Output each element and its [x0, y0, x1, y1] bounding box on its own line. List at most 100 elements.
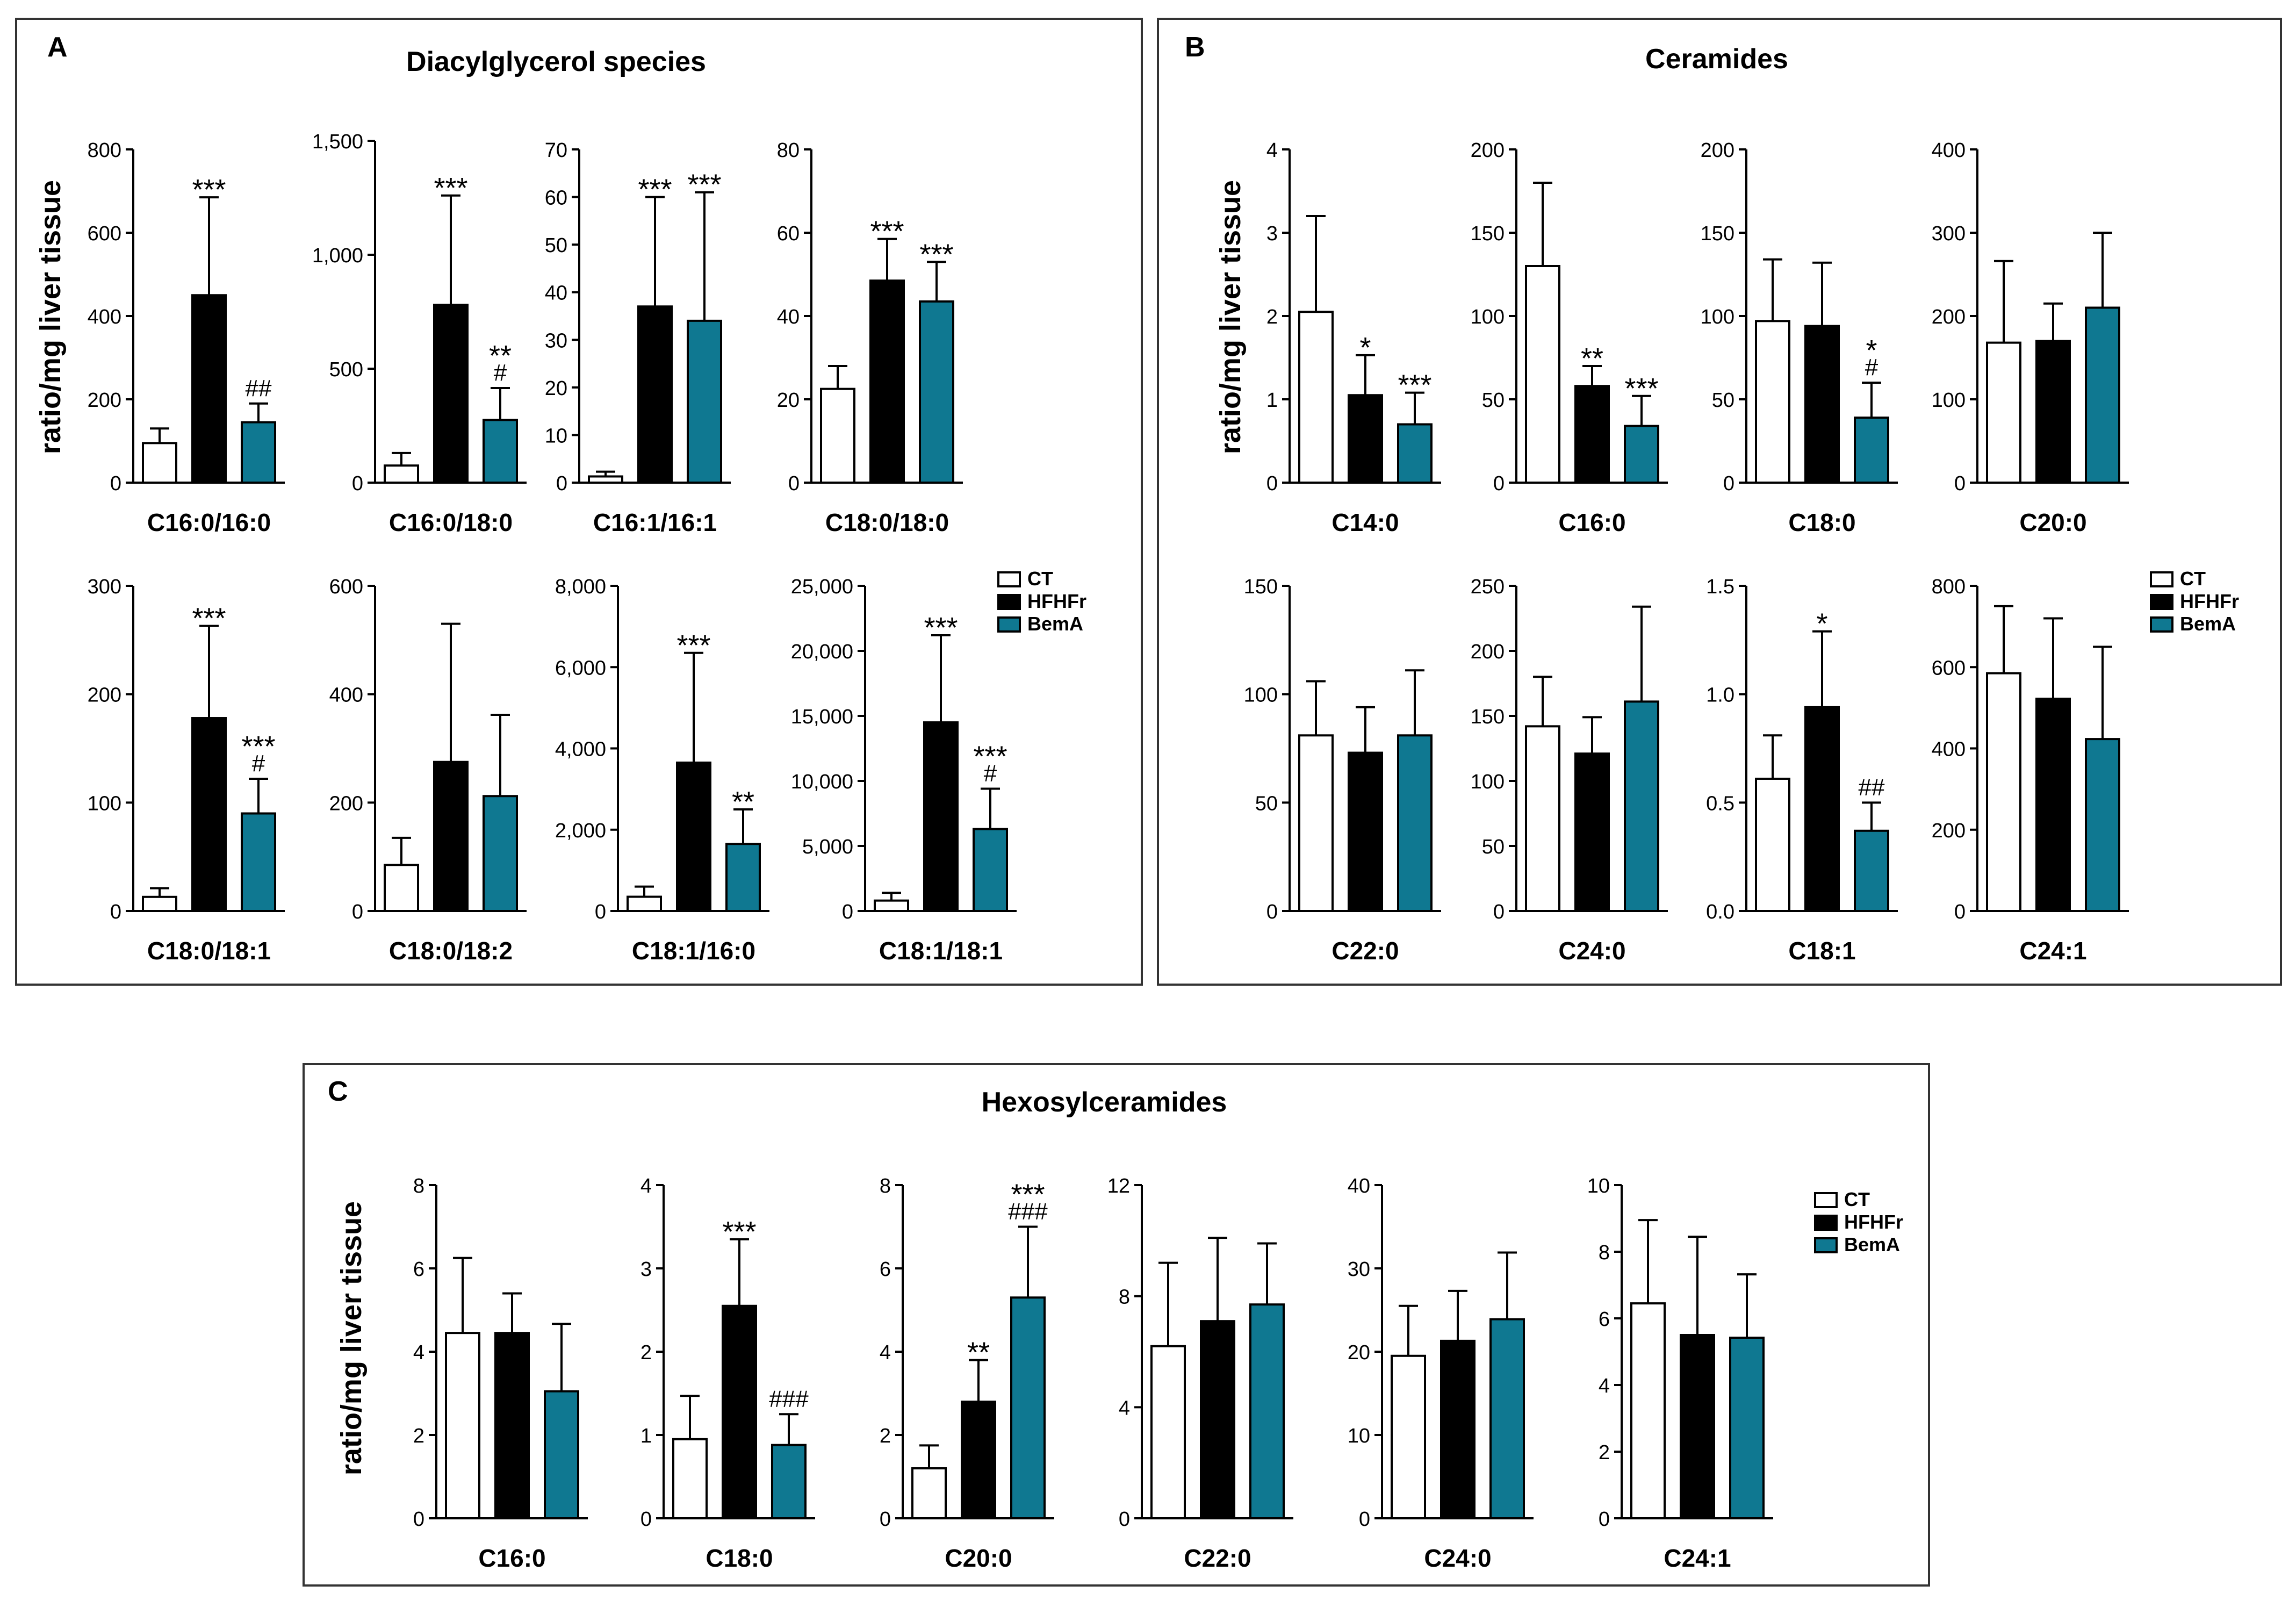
bar-bema: [1624, 425, 1659, 484]
significance-annotation: ##: [1859, 774, 1885, 800]
bar-bema: [973, 828, 1008, 913]
y-tick-label: 100: [1701, 306, 1734, 328]
y-tick-label: 3: [640, 1258, 652, 1281]
y-tick-label: 8: [413, 1175, 424, 1197]
y-tick-label: 3: [1266, 223, 1278, 245]
y-tick-label: 0: [1266, 472, 1278, 495]
bar-hfhfr: [1574, 385, 1610, 484]
significance-annotation: **: [967, 1337, 990, 1369]
legend-swatch-ct: [1814, 1192, 1838, 1208]
bar-hfhfr: [869, 279, 905, 484]
y-tick-label: 10: [1348, 1425, 1370, 1447]
y-tick-label: 400: [1932, 139, 1966, 162]
y-tick-label: 0: [110, 901, 121, 923]
panel-c-title: Hexosylceramides: [982, 1087, 1227, 1118]
bar-ct: [1525, 725, 1560, 912]
bar-ct: [384, 464, 419, 484]
significance-annotation: ***: [1624, 372, 1658, 405]
bar-ct: [1298, 734, 1334, 913]
y-tick-label: 200: [1701, 139, 1734, 162]
y-tick-label: 400: [88, 306, 121, 328]
legend-swatch-ct: [2150, 571, 2173, 587]
bar-bema: [1854, 417, 1889, 484]
x-category-label: C24:1: [2019, 937, 2086, 965]
charts-layer: 0200400600800C16:0/16:0***##05001,0001,5…: [88, 131, 2129, 1572]
bar-ct: [445, 1332, 480, 1519]
bar-bema: [2085, 306, 2120, 484]
chart-b-c24-0: 0 50 100 150 200 250 C24:0: [1471, 576, 1668, 965]
bar-ct: [1525, 265, 1560, 484]
y-tick-label: 0: [352, 901, 363, 923]
panel-a-frame: [15, 18, 1143, 986]
bar-bema: [1489, 1318, 1525, 1520]
bar-bema: [687, 319, 722, 484]
chart-c-c18-0: 0 1 2 3 4 C18:0 *** ###: [640, 1175, 815, 1572]
y-tick-label: 4: [1266, 139, 1278, 162]
y-tick-label: 200: [88, 684, 121, 707]
bar-bema: [919, 300, 954, 484]
y-tick-label: 30: [1348, 1258, 1370, 1281]
y-tick-label: 200: [1471, 139, 1505, 162]
y-tick-label: 0: [1359, 1508, 1370, 1531]
y-tick-label: 800: [88, 139, 121, 162]
y-tick-label: 10: [545, 425, 567, 447]
significance-annotation: **: [489, 340, 512, 372]
y-tick-label: 80: [777, 139, 800, 162]
bar-ct: [1298, 311, 1334, 484]
bar-hfhfr: [1200, 1320, 1235, 1520]
significance-annotation: ***: [1398, 369, 1431, 401]
y-tick-label: 1: [640, 1425, 652, 1447]
y-tick-label: 20: [777, 389, 800, 412]
legend-swatch-hfhfr: [1814, 1215, 1838, 1231]
y-tick-label: 200: [88, 389, 121, 412]
y-tick-label: 2,000: [555, 820, 606, 842]
bar-ct: [627, 895, 662, 912]
y-tick-label: 4: [413, 1341, 424, 1364]
y-tick-label: 2: [640, 1341, 652, 1364]
legend-label-hfhfr: HFHFr: [2180, 590, 2239, 612]
bar-bema: [241, 421, 276, 484]
bar-bema: [1010, 1296, 1046, 1519]
legend-label-ct: CT: [1844, 1188, 1870, 1210]
x-category-label: C24:0: [1558, 937, 1625, 965]
x-category-label: C20:0: [2019, 508, 2086, 536]
bar-bema: [544, 1390, 579, 1519]
bar-hfhfr: [1804, 325, 1840, 484]
legend-label-ct: CT: [2180, 568, 2206, 590]
bar-bema: [1624, 700, 1659, 912]
chart-c-c16-0: 0 2 4 6 8 C16:0: [413, 1175, 588, 1572]
significance-annotation: ***: [638, 174, 672, 206]
y-tick-label: 0.5: [1706, 792, 1734, 815]
chart-a-c16-1-16-1: 0 10 20 30 40 50 60 70 C16:1/16:1 *** ***: [545, 139, 731, 536]
legend-label-hfhfr: HFHFr: [1027, 590, 1086, 612]
bar-bema: [1854, 829, 1889, 913]
bar-ct: [384, 864, 419, 912]
bar-ct: [588, 475, 623, 484]
y-tick-label: 150: [1244, 576, 1278, 598]
y-tick-label: 1,500: [312, 131, 363, 153]
y-tick-label: 150: [1701, 223, 1734, 245]
legend-swatch-hfhfr: [2150, 594, 2173, 610]
y-tick-label: 12: [1107, 1175, 1130, 1197]
y-tick-label: 5,000: [802, 836, 853, 858]
significance-annotation: #: [984, 760, 997, 787]
y-tick-label: 40: [1348, 1175, 1370, 1197]
y-tick-label: 400: [1932, 738, 1966, 761]
bar-ct: [142, 442, 177, 484]
significance-annotation: #: [252, 750, 265, 777]
x-category-label: C18:1/18:1: [879, 937, 1003, 965]
legend-label-bema: BemA: [1027, 613, 1083, 635]
bar-hfhfr: [2035, 340, 2071, 484]
bar-bema: [483, 795, 518, 912]
chart-c-c22-0: 0 4 8 12 C22:0: [1107, 1175, 1293, 1572]
chart-b-c24-1: 0 200 400 600 800 C24:1: [1932, 576, 2129, 965]
y-tick-label: 0: [1599, 1508, 1610, 1531]
bar-ct: [1391, 1354, 1426, 1519]
significance-annotation: #: [1865, 354, 1878, 381]
chart-b-c20-0: 0 100 200 300 400 C20:0: [1932, 139, 2129, 536]
